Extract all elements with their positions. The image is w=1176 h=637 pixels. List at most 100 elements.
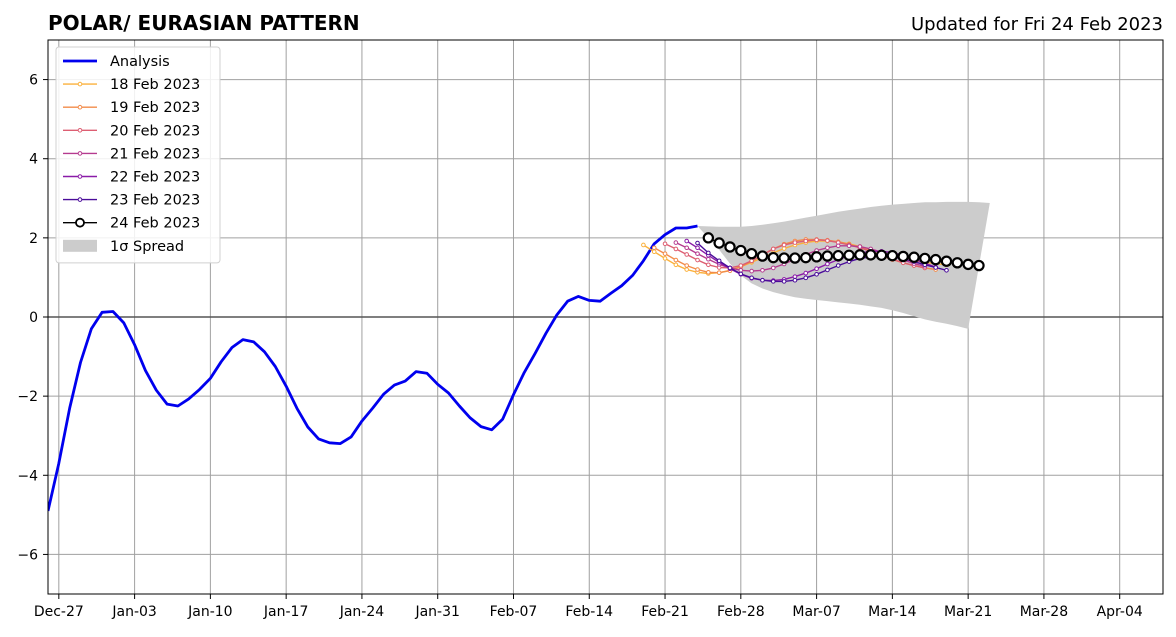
data-point xyxy=(662,256,668,261)
series-line xyxy=(48,224,698,512)
data-point xyxy=(684,238,689,244)
plot-area: Dec-27 Jan-03 Jan-10 Jan-17 Jan-24 Jan-31 Feb-… xyxy=(17,39,1164,620)
series-analysis xyxy=(48,224,698,512)
legend-marker xyxy=(77,197,83,202)
x-tick-label: Apr-04 xyxy=(1097,604,1143,620)
y-tick-label: 4 xyxy=(29,152,38,168)
legend-entry: 18 Feb 2023 xyxy=(63,77,200,93)
data-point xyxy=(835,263,841,268)
data-point xyxy=(944,268,949,273)
x-tick-label: Jan-31 xyxy=(414,604,459,620)
data-point xyxy=(673,262,679,268)
series-forecast-7 xyxy=(702,232,985,272)
data-point xyxy=(673,240,679,245)
data-point xyxy=(745,247,758,260)
data-point xyxy=(749,275,754,281)
x-tick-label: Jan-17 xyxy=(263,604,308,620)
legend-entry: 22 Feb 2023 xyxy=(63,170,200,186)
x-tick-label: Mar-14 xyxy=(868,604,916,620)
data-point xyxy=(857,244,863,249)
legend-label: 1σ Spread xyxy=(110,239,184,255)
data-point xyxy=(897,250,909,263)
data-point xyxy=(695,240,700,246)
x-tick-label: Dec-27 xyxy=(34,604,84,620)
data-point xyxy=(886,249,899,262)
data-point xyxy=(781,279,787,284)
legend-marker xyxy=(77,174,83,179)
legend-swatch xyxy=(63,239,97,252)
data-point xyxy=(749,258,754,264)
data-point xyxy=(735,244,747,257)
y-tick-label: −2 xyxy=(17,389,38,405)
data-point xyxy=(929,253,942,266)
data-point xyxy=(792,277,798,283)
x-tick-label: Jan-03 xyxy=(111,604,156,620)
legend-entry: Analysis xyxy=(63,54,170,70)
data-point xyxy=(803,238,809,244)
data-point xyxy=(651,245,657,251)
data-point xyxy=(641,242,646,248)
legend-marker xyxy=(75,217,85,228)
legend-label: 24 Feb 2023 xyxy=(110,216,200,232)
legend: Analysis 18 Feb 2023 19 Feb 2023 20 Feb 202… xyxy=(55,46,221,264)
x-tick-label: Jan-10 xyxy=(187,604,232,620)
data-point xyxy=(673,257,679,263)
legend-marker xyxy=(77,128,83,133)
chart-title: POLAR/ EURASIAN PATTERN xyxy=(48,11,360,35)
data-point xyxy=(724,241,736,253)
x-tick-label: Feb-07 xyxy=(490,604,538,620)
x-tick-label: Mar-28 xyxy=(1020,604,1068,620)
data-point xyxy=(695,267,700,272)
data-point xyxy=(767,251,779,264)
spread-band xyxy=(697,201,990,329)
data-point xyxy=(940,255,953,267)
legend-label: 18 Feb 2023 xyxy=(110,77,200,93)
data-point xyxy=(738,268,744,273)
data-point xyxy=(716,258,722,264)
data-point xyxy=(973,259,985,272)
x-axis: Dec-27 Jan-03 Jan-10 Jan-17 Jan-24 Jan-31 Feb-… xyxy=(34,594,1143,620)
data-point xyxy=(825,267,830,273)
data-point xyxy=(919,252,931,265)
legend-entry: 24 Feb 2023 xyxy=(63,216,200,232)
data-point xyxy=(781,246,787,251)
data-point xyxy=(792,240,798,245)
data-point xyxy=(756,250,769,262)
data-point xyxy=(778,252,790,264)
data-point xyxy=(706,256,711,262)
legend-entry: 23 Feb 2023 xyxy=(63,193,200,209)
data-point xyxy=(908,251,920,263)
data-point xyxy=(695,257,700,263)
data-point xyxy=(713,237,725,249)
data-point xyxy=(962,258,974,271)
data-point xyxy=(770,279,776,284)
legend-box xyxy=(55,46,221,264)
data-point xyxy=(684,245,689,251)
legend-entry: 20 Feb 2023 xyxy=(63,123,200,139)
data-point xyxy=(770,246,776,252)
data-point xyxy=(684,263,689,268)
legend-marker xyxy=(77,151,83,156)
data-point xyxy=(800,251,812,264)
y-tick-label: 6 xyxy=(29,73,38,89)
data-point xyxy=(706,250,711,256)
x-tick-label: Feb-21 xyxy=(641,604,689,620)
data-point xyxy=(832,249,844,262)
data-point xyxy=(662,251,668,256)
data-point xyxy=(760,277,765,283)
y-tick-label: 0 xyxy=(29,310,38,326)
legend-label: Analysis xyxy=(110,54,170,70)
data-point xyxy=(933,265,938,270)
y-tick-label: 2 xyxy=(29,231,38,247)
legend-entry: 1σ Spread xyxy=(63,239,184,255)
data-point xyxy=(835,243,841,249)
data-point xyxy=(706,262,711,268)
data-point xyxy=(716,270,722,275)
data-point xyxy=(662,241,668,247)
legend-marker xyxy=(77,81,83,87)
data-layer xyxy=(48,201,990,512)
data-point xyxy=(865,249,877,261)
legend-label: 20 Feb 2023 xyxy=(110,123,200,139)
x-tick-label: Mar-21 xyxy=(944,604,992,620)
